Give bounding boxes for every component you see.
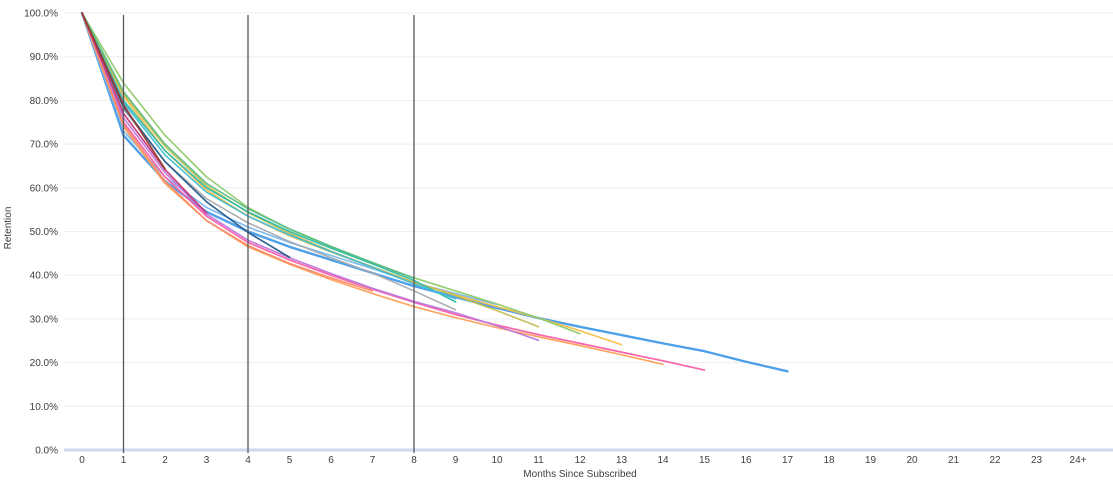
y-tick-label: 10.0% <box>30 402 58 413</box>
x-tick-label: 21 <box>948 455 960 466</box>
y-tick-label: 70.0% <box>30 140 58 151</box>
series-lines <box>80 11 789 373</box>
x-tick-label: 19 <box>865 455 877 466</box>
series-line-cohort-orange[interactable] <box>81 12 664 366</box>
y-tick-label: 20.0% <box>30 358 58 369</box>
x-tick-label: 20 <box>906 455 918 466</box>
y-tick-label: 40.0% <box>30 271 58 282</box>
series-line-cohort-salmon[interactable] <box>81 12 374 292</box>
series-line-cohort-violet[interactable] <box>81 12 540 342</box>
x-tick-label: 1 <box>121 455 127 466</box>
x-tick-label: 24+ <box>1070 455 1087 466</box>
series-line-cohort-blue[interactable] <box>80 11 789 373</box>
x-tick-label: 23 <box>1031 455 1043 466</box>
x-tick-label: 17 <box>782 455 794 466</box>
x-tick-label: 8 <box>411 455 417 466</box>
x-tick-label: 7 <box>370 455 376 466</box>
x-tick-label: 16 <box>740 455 752 466</box>
x-tick-label: 22 <box>989 455 1001 466</box>
y-tick-label: 0.0% <box>35 446 58 457</box>
x-tick-label: 18 <box>823 455 835 466</box>
x-tick-label: 2 <box>162 455 168 466</box>
series-line-cohort-olive[interactable] <box>81 12 540 328</box>
y-tick-label: 30.0% <box>30 314 58 325</box>
y-tick-label: 50.0% <box>30 227 58 238</box>
x-tick-label: 10 <box>491 455 503 466</box>
series-line-cohort-teal[interactable] <box>81 12 457 303</box>
y-tick-label: 80.0% <box>30 96 58 107</box>
series-line-cohort-crimson[interactable] <box>81 12 208 214</box>
series-line-cohort-gray[interactable] <box>81 12 457 311</box>
y-tick-label: 90.0% <box>30 52 58 63</box>
x-tick-label: 12 <box>574 455 586 466</box>
x-tick-label: 15 <box>699 455 711 466</box>
x-tick-label: 5 <box>287 455 293 466</box>
x-tick-label: 14 <box>657 455 669 466</box>
y-axis-title: Retention <box>3 207 14 250</box>
x-tick-label: 0 <box>79 455 85 466</box>
series-line-cohort-cyan[interactable] <box>81 12 457 300</box>
y-tick-label: 100.0% <box>24 9 58 20</box>
x-tick-label: 6 <box>328 455 334 466</box>
x-tick-label: 3 <box>204 455 210 466</box>
x-tick-label: 4 <box>245 455 251 466</box>
x-tick-label: 13 <box>616 455 628 466</box>
axis-tick-labels: 0.0% 10.0% 20.0% 30.0% 40.0% 50.0% 60.0% 70.0% 8… <box>24 9 1087 467</box>
series-line-cohort-pink[interactable] <box>81 12 706 371</box>
gridlines <box>64 12 1113 452</box>
x-axis-title: Months Since Subscribed <box>523 469 636 480</box>
x-tick-label: 11 <box>533 455 544 466</box>
vertical-marker-lines <box>122 15 415 453</box>
x-tick-label: 9 <box>453 455 459 466</box>
y-tick-label: 60.0% <box>30 183 58 194</box>
